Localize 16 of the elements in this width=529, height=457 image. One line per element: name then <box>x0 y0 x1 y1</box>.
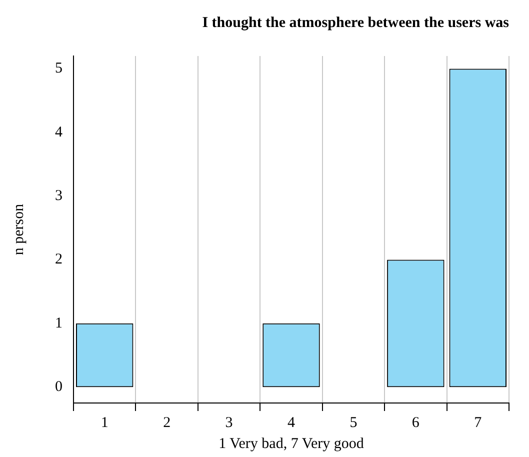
y-tick-label: 4 <box>55 124 63 140</box>
y-tick-label: 0 <box>55 379 62 396</box>
x-axis-title: 1 Very bad, 7 Very good <box>218 436 364 452</box>
y-tick-label: 1 <box>55 315 62 332</box>
x-tick-label: 6 <box>412 414 420 431</box>
y-tick-label: 5 <box>55 60 62 77</box>
y-axis-title: n person <box>10 203 27 256</box>
x-tick-label: 5 <box>350 414 358 431</box>
x-tick-label: 3 <box>225 414 233 431</box>
x-tick-label: 7 <box>474 414 482 431</box>
x-tick-label: 1 <box>100 414 108 431</box>
x-tick-label: 4 <box>288 414 296 431</box>
x-tick-label: 2 <box>163 414 171 431</box>
chart-title: I thought the atmosphere between the users was <box>202 14 510 31</box>
y-tick-label: 2 <box>55 252 62 268</box>
y-tick-label: 3 <box>55 188 62 204</box>
